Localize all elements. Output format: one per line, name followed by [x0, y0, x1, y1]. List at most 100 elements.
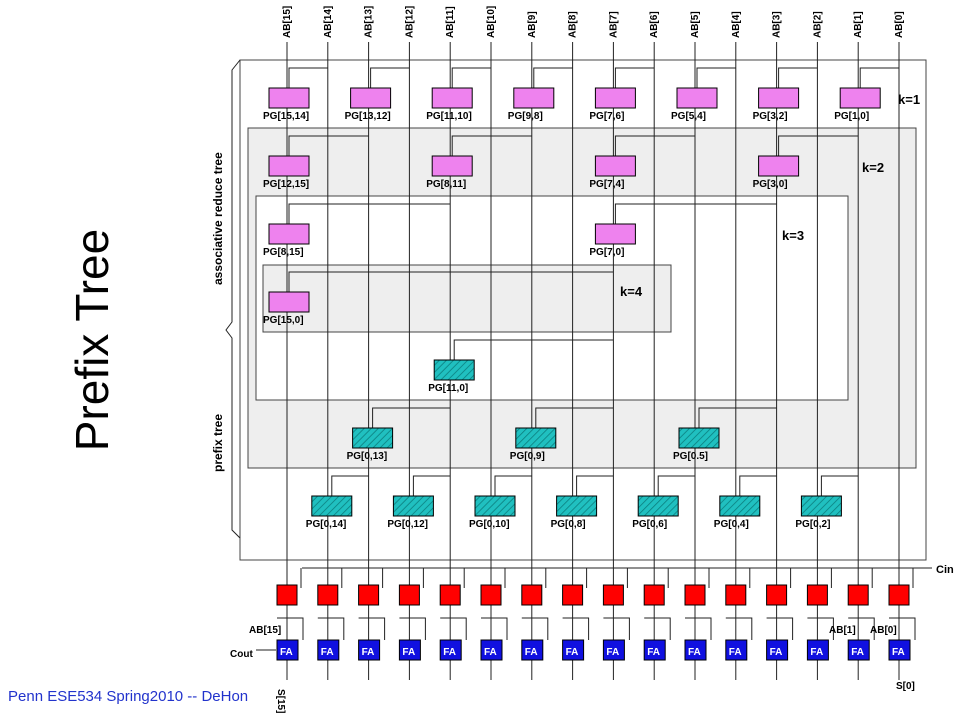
prefix-node	[556, 495, 598, 517]
fa-label: FA	[770, 647, 783, 658]
feed-wire	[331, 475, 369, 496]
mux-block	[643, 584, 665, 606]
input-label: AB[15]	[282, 6, 293, 38]
mux-block	[806, 584, 828, 606]
prefix-node-label: PG[0,14]	[306, 519, 347, 530]
reduce-node	[676, 87, 718, 109]
fa-block	[643, 639, 666, 661]
reduce-node	[350, 87, 392, 109]
fa-block	[888, 639, 911, 661]
prefix-node-label: PG[0,10]	[469, 519, 510, 530]
mux-block	[766, 584, 788, 606]
reduce-node-label: PG[15,14]	[263, 111, 309, 122]
carry-wire	[277, 617, 304, 640]
level-label: k=1	[898, 92, 920, 107]
carry-wire	[725, 617, 753, 640]
carry-wire	[562, 617, 590, 640]
section-label-prefix: prefix tree	[211, 414, 225, 472]
mux-block	[684, 584, 706, 606]
reduce-node	[594, 87, 636, 109]
feed-wire	[451, 67, 491, 88]
reduce-node-label: PG[8,15]	[263, 247, 304, 258]
fa-block	[276, 639, 299, 661]
fa-label: FA	[443, 647, 456, 658]
fa-block	[806, 639, 829, 661]
reduce-node	[268, 155, 310, 177]
reduce-node	[431, 87, 473, 109]
input-label: AB[0]	[894, 11, 905, 38]
reduce-node-label: PG[13,12]	[345, 111, 391, 122]
mux-block	[521, 584, 543, 606]
prefix-node	[637, 495, 679, 517]
outer-frame	[239, 59, 927, 561]
fa-block	[562, 639, 585, 661]
s0-label: S[0]	[896, 681, 915, 692]
feed-wire	[614, 135, 695, 156]
reduce-node	[268, 223, 310, 245]
fa-block	[439, 639, 462, 661]
carry-wire	[807, 617, 834, 640]
cout-label: Cout	[230, 649, 253, 660]
mux-block	[398, 584, 420, 606]
feed-wire	[535, 407, 614, 428]
fa-block	[358, 639, 381, 661]
feed-wire	[657, 475, 695, 496]
feed-wire	[288, 67, 328, 88]
fa-block	[725, 639, 748, 661]
carry-wire	[848, 617, 875, 640]
reduce-node	[594, 155, 636, 177]
mux-block	[602, 584, 624, 606]
feed-wire	[288, 203, 451, 224]
prefix-node-label: PG[0,6]	[632, 519, 667, 530]
ab15-label: AB[15]	[249, 625, 281, 636]
feed-wire	[451, 135, 532, 156]
prefix-node-label: PG[0,9]	[510, 451, 545, 462]
s15-label: S[15]	[275, 689, 286, 713]
prefix-node-label: PG[0,8]	[551, 519, 586, 530]
feed-wire	[698, 407, 777, 428]
fa-block	[480, 639, 503, 661]
carry-wire	[481, 617, 508, 640]
reduce-node-label: PG[7,6]	[589, 111, 624, 122]
reduce-node-label: PG[12,15]	[263, 179, 309, 190]
fa-label: FA	[851, 647, 864, 658]
mux-block	[317, 584, 339, 606]
fa-block	[766, 639, 789, 661]
reduce-node-label: PG[15,0]	[263, 315, 304, 326]
prefix-node-label: PG[0.5]	[673, 451, 708, 462]
carry-wire	[644, 617, 671, 640]
fa-label: FA	[484, 647, 497, 658]
input-label: AB[4]	[731, 11, 742, 38]
input-label: AB[9]	[527, 11, 538, 38]
prefix-node-label: PG[0,4]	[714, 519, 749, 530]
prefix-node	[433, 359, 475, 381]
mux-block	[276, 584, 298, 606]
ab1-label: AB[1]	[829, 625, 856, 636]
fa-block	[602, 639, 625, 661]
prefix-node	[474, 495, 516, 517]
reduce-node-label: PG[1,0]	[834, 111, 869, 122]
fa-label: FA	[647, 647, 660, 658]
reduce-node-label: PG[8,11]	[426, 179, 466, 190]
feed-wire	[533, 67, 573, 88]
input-label: AB[13]	[364, 6, 375, 38]
brace-reduce	[225, 59, 241, 340]
fa-block	[398, 639, 421, 661]
fa-label: FA	[810, 647, 823, 658]
feed-wire	[614, 203, 777, 224]
carry-wire	[603, 617, 630, 640]
prefix-node	[352, 427, 394, 449]
cin-label: Cin	[936, 564, 954, 576]
prefix-node-label: PG[0,12]	[387, 519, 428, 530]
prefix-node-label: PG[11,0]	[428, 383, 468, 394]
brace-prefix	[231, 340, 241, 539]
feed-wire	[370, 67, 410, 88]
reduce-node-label: PG[3,0]	[753, 179, 788, 190]
input-label: AB[2]	[812, 11, 823, 38]
fa-label: FA	[892, 647, 905, 658]
feed-wire	[412, 475, 451, 496]
reduce-node	[594, 223, 636, 245]
prefix-node	[719, 495, 761, 517]
input-label: AB[11]	[445, 6, 456, 38]
